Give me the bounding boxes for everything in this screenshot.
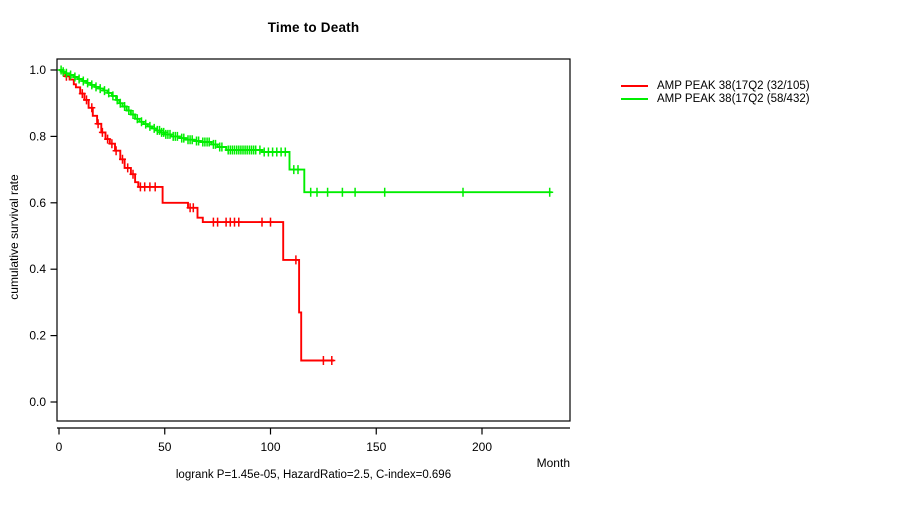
censor-marks-green — [57, 65, 554, 197]
y-tick-label: 0.8 — [29, 129, 46, 143]
y-tick-label: 0.0 — [29, 395, 46, 409]
x-tick-label: 0 — [56, 440, 63, 454]
y-axis-label: cumulative survival rate — [7, 174, 21, 300]
chart-title: Time to Death — [267, 20, 360, 35]
legend-line-swatch-red — [621, 84, 648, 87]
legend-label: AMP PEAK 38(17Q2 (58/432) — [657, 93, 810, 106]
stats-annotation: logrank P=1.45e-05, HazardRatio=2.5, C-i… — [175, 469, 452, 481]
x-tick-label: 100 — [260, 440, 280, 454]
x-tick-label: 200 — [472, 440, 492, 454]
y-tick-label: 0.6 — [29, 196, 46, 210]
legend: AMP PEAK 38(17Q2 (32/105) AMP PEAK 38(17… — [621, 79, 810, 106]
legend-line-swatch-green — [621, 98, 648, 101]
survival-curve-red — [59, 69, 334, 362]
y-tick-label: 1.0 — [29, 63, 46, 77]
x-tick-label: 50 — [158, 440, 172, 454]
legend-item: AMP PEAK 38(17Q2 (32/105) — [621, 79, 810, 93]
plot-box — [56, 58, 571, 422]
y-tick-label: 0.4 — [29, 262, 46, 276]
legend-label: AMP PEAK 38(17Q2 (32/105) — [657, 79, 810, 92]
legend-item: AMP PEAK 38(17Q2 (58/432) — [621, 93, 810, 107]
y-tick-label: 0.2 — [29, 329, 46, 343]
x-tick-label: 150 — [366, 440, 386, 454]
x-axis-label: Month — [536, 456, 570, 470]
